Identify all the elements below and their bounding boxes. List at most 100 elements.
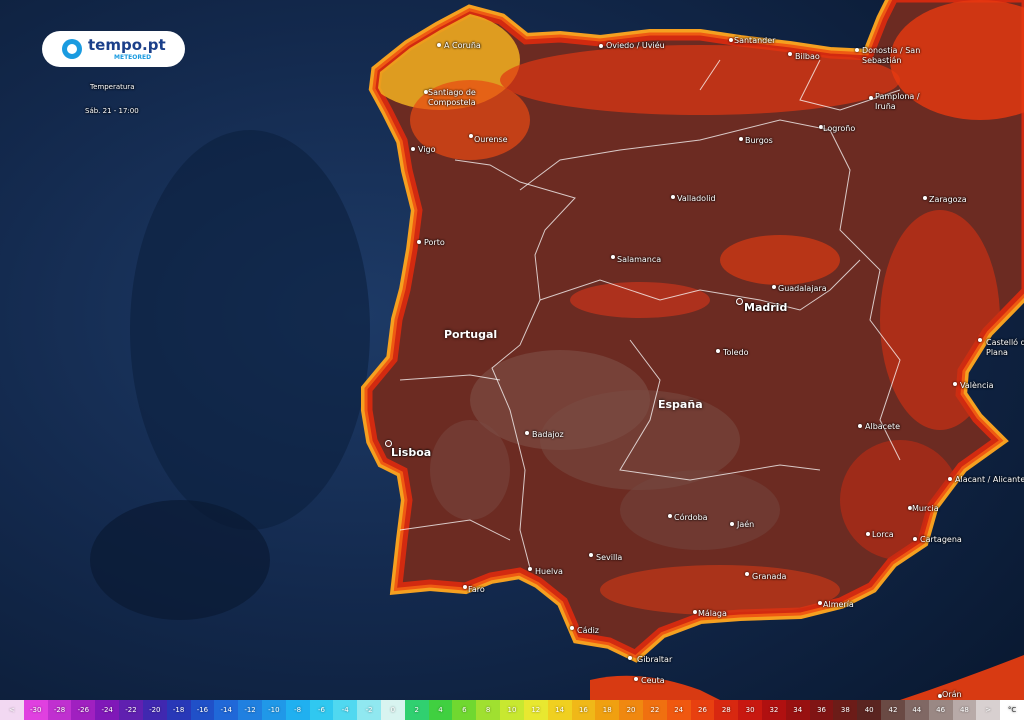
legend-cell: -22 [119, 700, 143, 720]
city-dot [671, 195, 675, 199]
city-label: Huelva [535, 567, 563, 576]
map-canvas [0, 0, 1024, 700]
city-label: Oviedo / Uviéu [606, 41, 665, 50]
city-dot [634, 677, 638, 681]
legend-cell: 48 [952, 700, 977, 720]
city-dot [463, 585, 467, 589]
city-dot [772, 285, 776, 289]
city-label: Castelló de la Plana [986, 338, 1024, 357]
city-dot [729, 38, 733, 42]
city-dot [739, 137, 743, 141]
city-dot [948, 477, 952, 481]
legend-cell: -28 [47, 700, 72, 720]
capital-dot [385, 440, 392, 447]
city-dot [908, 506, 912, 510]
legend-cell: 0 [381, 700, 405, 720]
legend-unit: °C [1000, 700, 1024, 720]
logo-brand: METEORED [114, 54, 152, 61]
city-label: Zaragoza [929, 195, 967, 204]
city-dot [611, 255, 615, 259]
city-label: Cádiz [577, 626, 599, 635]
city-dot [978, 338, 982, 342]
city-label: Lorca [872, 530, 894, 539]
logo-text: tempo.pt [88, 36, 166, 54]
city-dot [693, 610, 697, 614]
city-dot [628, 656, 632, 660]
city-label: Almería [823, 600, 854, 609]
legend-cell: 38 [833, 700, 858, 720]
city-dot [953, 382, 957, 386]
city-dot [528, 567, 532, 571]
city-label: Toledo [723, 348, 749, 357]
logo-icon [62, 39, 82, 59]
ocean-shade [130, 130, 370, 530]
city-label: Gibraltar [637, 655, 673, 664]
legend-cell: 4 [428, 700, 453, 720]
logo[interactable]: tempo.pt METEORED [42, 31, 185, 67]
legend-cell: 40 [857, 700, 882, 720]
legend-cell: -2 [357, 700, 381, 720]
legend-cell: 32 [762, 700, 786, 720]
city-dot [923, 196, 927, 200]
city-label: València [960, 381, 994, 390]
legend-cell: 34 [785, 700, 810, 720]
city-label: Santiago de Compostela [428, 88, 476, 107]
legend-cell: -26 [71, 700, 96, 720]
legend-cell: 2 [404, 700, 429, 720]
legend-cell: 30 [738, 700, 762, 720]
country-label: España [658, 398, 703, 411]
city-label: Donostia / San Sebastián [862, 46, 921, 65]
city-label: Ourense [474, 135, 508, 144]
city-label: Alacant / Alicante [955, 475, 1024, 484]
legend-cell: -16 [190, 700, 215, 720]
city-dot [599, 44, 603, 48]
legend-cell: -14 [214, 700, 239, 720]
city-dot [913, 537, 917, 541]
legend: < -30 -28 -26 -24 -22 -20 -18 -16 -14 -12 -10 -8 -6 -4… [0, 700, 1024, 720]
legend-cell: -10 [261, 700, 286, 720]
city-dot [818, 601, 822, 605]
city-dot [745, 572, 749, 576]
city-label: Pamplona / Iruña [875, 92, 920, 111]
city-dot [570, 626, 574, 630]
city-label: Granada [752, 572, 787, 581]
city-label: Valladolid [677, 194, 716, 203]
city-dot [819, 125, 823, 129]
legend-cell: 10 [500, 700, 524, 720]
ocean-shade [90, 500, 270, 620]
capital-label: Lisboa [391, 446, 432, 459]
legend-cell: < [0, 700, 24, 720]
legend-cell: -8 [285, 700, 310, 720]
city-label: Salamanca [617, 255, 662, 264]
city-dot [869, 96, 873, 100]
city-dot [589, 553, 593, 557]
borders [399, 59, 901, 569]
city-dot [411, 147, 415, 151]
city-dot [437, 43, 441, 47]
city-label: Guadalajara [778, 284, 827, 293]
city-label: Málaga [698, 609, 727, 618]
city-label: Logroño [823, 124, 856, 133]
layer-name: Temperatura [90, 83, 135, 91]
city-label: Badajoz [532, 430, 564, 439]
city-dot [716, 349, 720, 353]
legend-cell: 20 [619, 700, 643, 720]
city-label: Bilbao [795, 52, 820, 61]
legend-cell: > [976, 700, 1001, 720]
city-dot [938, 694, 942, 698]
africa-land [900, 655, 1024, 700]
city-label: Córdoba [674, 513, 708, 522]
capital-label: Madrid [744, 301, 788, 314]
legend-cell: 22 [642, 700, 667, 720]
city-label: Sevilla [596, 553, 623, 562]
city-label: Ceuta [641, 676, 665, 685]
legend-cell: -4 [333, 700, 358, 720]
city-dot [469, 134, 473, 138]
city-dot [866, 532, 870, 536]
city-label: Albacete [865, 422, 901, 431]
legend-cell: 46 [928, 700, 953, 720]
city-dot [668, 514, 672, 518]
legend-cell: 6 [452, 700, 477, 720]
city-dot [858, 424, 862, 428]
city-label: Cartagena [920, 535, 962, 544]
